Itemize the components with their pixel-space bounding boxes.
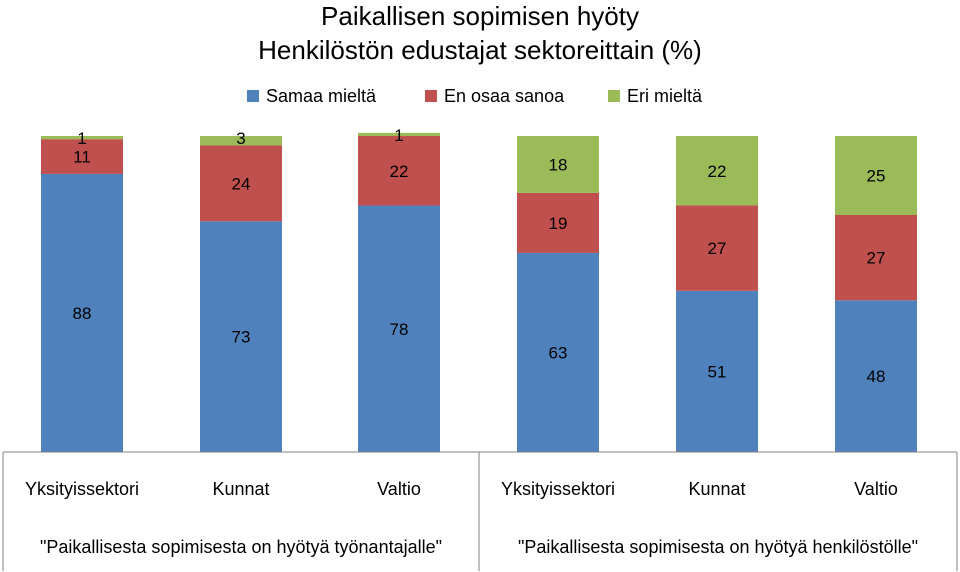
chart-legend: Samaa mieltä En osaa sanoa Eri mieltä <box>0 84 960 108</box>
data-label: 22 <box>390 162 409 181</box>
data-label: 11 <box>73 148 91 167</box>
data-label: 51 <box>708 362 727 381</box>
data-label: 27 <box>867 249 886 268</box>
bar-segment <box>676 136 758 206</box>
data-label: 48 <box>867 367 886 386</box>
bar-segment <box>358 205 440 452</box>
bar-segment <box>676 205 758 291</box>
data-label: 22 <box>708 162 727 181</box>
data-label: 24 <box>232 174 251 193</box>
category-tick-label: Kunnat <box>688 479 745 499</box>
category-tick-label: Yksityissektori <box>501 479 615 499</box>
bar-segment <box>835 215 917 301</box>
bar-segment <box>517 192 599 253</box>
data-label: 19 <box>549 214 568 233</box>
bar-segment <box>200 145 282 222</box>
legend-swatch-samaa <box>247 90 259 102</box>
legend-label-samaa: Samaa mieltä <box>266 86 377 106</box>
data-label: 88 <box>73 304 92 323</box>
legend-swatch-en-osaa <box>425 90 437 102</box>
data-label: 25 <box>867 167 886 186</box>
data-label: 27 <box>708 239 727 258</box>
data-label: 18 <box>549 155 568 174</box>
bar-segment <box>835 300 917 452</box>
data-label: 1 <box>394 126 403 145</box>
chart-subtitle: Henkilöstön edustajat sektoreittain (%) <box>258 35 702 65</box>
category-tick-label: Yksityissektori <box>25 479 139 499</box>
bar-segment <box>41 136 123 140</box>
bar-segment <box>835 136 917 215</box>
data-label: 1 <box>77 129 86 148</box>
data-label: 3 <box>236 129 245 148</box>
bar-segment <box>200 136 282 146</box>
data-label: 73 <box>232 328 251 347</box>
chart-title: Paikallisen sopimisen hyöty <box>321 1 639 31</box>
bar-segment <box>517 252 599 452</box>
category-tick-label: Kunnat <box>212 479 269 499</box>
category-tick-label: Valtio <box>854 479 898 499</box>
data-label: 78 <box>390 320 409 339</box>
bar-segment <box>676 290 758 452</box>
category-tick-label: Valtio <box>377 479 421 499</box>
legend-label-eri: Eri mieltä <box>627 86 703 106</box>
bar-segment <box>41 139 123 174</box>
bar-segment <box>517 136 599 193</box>
legend-swatch-eri <box>608 90 620 102</box>
data-label: 63 <box>549 343 568 362</box>
group-label: "Paikallisesta sopimisesta on hyötyä työ… <box>40 537 442 557</box>
bar-segment <box>358 136 440 206</box>
bar-segment <box>41 173 123 453</box>
bar-segment <box>358 132 440 136</box>
group-label: "Paikallisesta sopimisesta on hyötyä hen… <box>518 537 918 557</box>
bar-segment <box>200 221 282 452</box>
legend-label-en-osaa: En osaa sanoa <box>444 86 565 106</box>
